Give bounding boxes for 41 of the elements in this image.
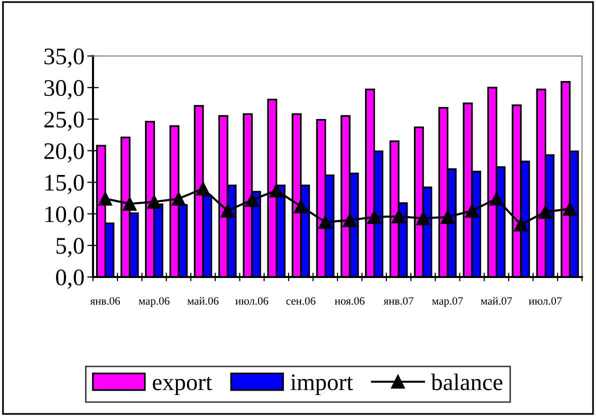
point: [147, 194, 162, 209]
point: [367, 210, 382, 224]
point: [342, 213, 357, 228]
point: [465, 204, 479, 218]
point: [122, 196, 137, 211]
y-tick-label: 30,0: [44, 80, 84, 100]
point: [538, 205, 552, 219]
point: [269, 184, 284, 198]
point: [220, 204, 234, 218]
x-tick-label: май.07: [480, 296, 512, 305]
point: [196, 182, 210, 196]
point: [562, 202, 577, 216]
point: [440, 210, 454, 224]
y-tick-label: 10,0: [45, 206, 84, 226]
x-tick-label: янв.07: [384, 297, 414, 305]
point: [514, 218, 528, 232]
y-tick-label: 25,0: [44, 112, 84, 131]
x-tick-label: ноя.06: [334, 297, 365, 305]
legend-label: export: [152, 376, 212, 396]
point: [244, 193, 259, 207]
point: [416, 211, 430, 226]
x-tick-label: янв.06: [90, 297, 120, 305]
x-tick-label: сен.06: [286, 297, 316, 305]
y-tick-label: 0,0: [56, 269, 84, 289]
y-tick-label: 20,0: [44, 143, 84, 163]
legend-label: balance: [431, 374, 502, 390]
x-tick-label: май.06: [187, 296, 219, 305]
y-tick-label: 5,0: [56, 238, 84, 258]
point: [172, 192, 186, 206]
point: [318, 215, 332, 230]
point: [294, 199, 308, 214]
y-tick-label: 35,0: [44, 48, 84, 68]
x-tick-label: июл.07: [528, 297, 562, 305]
legend-label: import: [290, 374, 353, 396]
point: [392, 209, 406, 224]
x-tick-label: июл.06: [235, 297, 268, 305]
x-tick-label: мар.07: [432, 297, 463, 307]
y-tick-label: 15,0: [45, 174, 84, 194]
x-tick-label: мар.06: [138, 297, 170, 307]
point: [98, 192, 112, 206]
point: [489, 192, 504, 206]
